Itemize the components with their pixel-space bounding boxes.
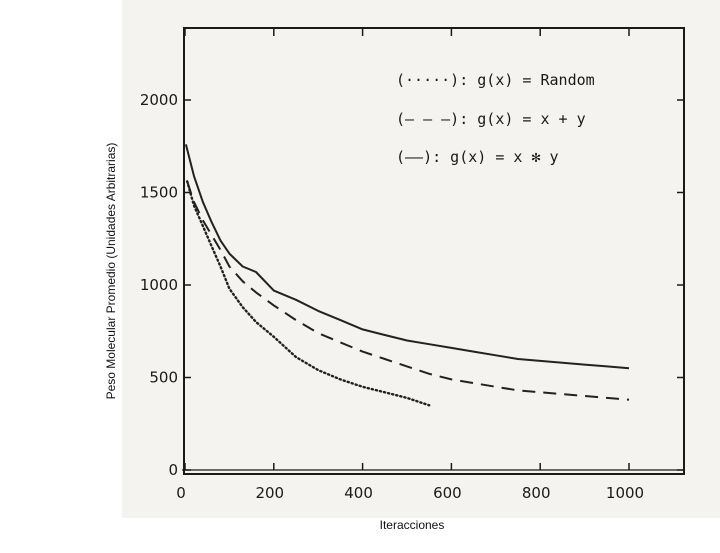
x-tick-label: 800 bbox=[522, 484, 551, 502]
x-axis-label: Iteracciones bbox=[380, 518, 445, 532]
series-lines bbox=[184, 144, 630, 407]
x-tick-label: 600 bbox=[433, 484, 462, 502]
x-tick-label: 1000 bbox=[606, 484, 644, 502]
y-tick-label: 1500 bbox=[140, 184, 178, 202]
y-tick-label: 0 bbox=[168, 461, 178, 479]
x-tick-label: 200 bbox=[255, 484, 284, 502]
plot-frame bbox=[183, 27, 685, 475]
legend-entry: (——): g(x) = x ✻ y bbox=[396, 148, 559, 166]
y-tick-label: 2000 bbox=[140, 91, 178, 109]
x-tick-label: 0 bbox=[176, 484, 186, 502]
y-axis-ticks: 0 500 1000 1500 2000 bbox=[140, 91, 684, 479]
y-tick-label: 500 bbox=[149, 369, 178, 387]
x-axis-ticks: 0 200 400 600 800 1000 bbox=[176, 28, 644, 502]
series-line-dashed bbox=[186, 181, 630, 401]
legend: (·····): g(x) = Random (– – –): g(x) = x … bbox=[396, 71, 595, 166]
scanned-paper-background bbox=[122, 0, 720, 518]
legend-entry: (– – –): g(x) = x + y bbox=[396, 110, 586, 128]
y-tick-label: 1000 bbox=[140, 276, 178, 294]
series-line-solid bbox=[184, 144, 630, 370]
x-tick-label: 400 bbox=[344, 484, 373, 502]
legend-entry: (·····): g(x) = Random bbox=[396, 71, 595, 89]
y-axis-label: Peso Molecular Promedio (Unidades Arbitr… bbox=[104, 143, 118, 400]
series-line-dotted bbox=[185, 180, 431, 407]
